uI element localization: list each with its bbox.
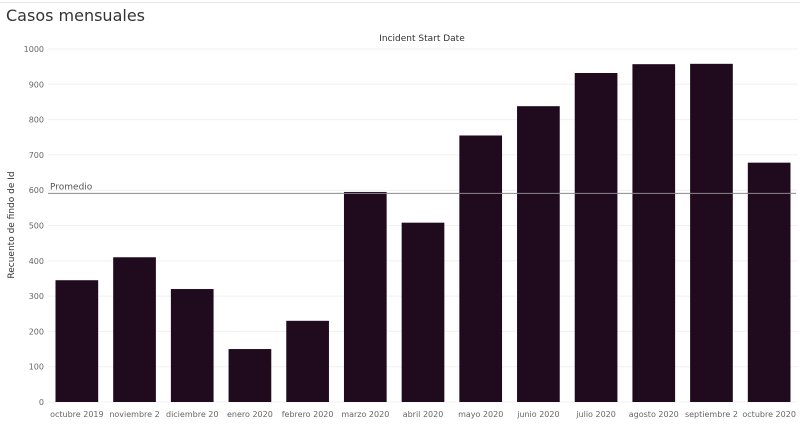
bar <box>632 64 676 402</box>
bar <box>690 63 733 403</box>
bar <box>286 320 329 402</box>
x-tick-label: abril 2020 <box>403 410 444 419</box>
x-tick-label: marzo 2020 <box>341 410 389 419</box>
bar <box>113 257 156 402</box>
bar <box>170 289 214 402</box>
bar <box>343 191 387 402</box>
average-line-label: Promedio <box>50 182 93 192</box>
bar <box>401 222 445 402</box>
x-tick-label: agosto 2020 <box>629 410 679 419</box>
x-tick-label: enero 2020 <box>227 410 273 419</box>
x-tick-label: noviembre 2 <box>109 410 159 419</box>
y-tick-label: 300 <box>29 292 44 301</box>
y-tick-label: 500 <box>29 222 44 231</box>
y-tick-label: 100 <box>29 363 44 372</box>
x-tick-label: febrero 2020 <box>282 410 334 419</box>
y-axis-ticks: 0 100 200 300 400 500 600 700 800 900 1000 <box>24 45 44 407</box>
x-tick-label: mayo 2020 <box>458 410 503 419</box>
y-tick-label: 800 <box>29 116 44 125</box>
top-divider <box>0 2 800 3</box>
x-tick-label: diciembre 20 <box>166 410 218 419</box>
y-tick-label: 1000 <box>24 45 44 54</box>
bar <box>55 280 99 402</box>
y-axis-title: Recuento de findo de Id <box>7 171 17 278</box>
y-tick-label: 900 <box>29 80 44 89</box>
x-axis-ticks: octubre 2019 noviembre 2 diciembre 20 enero… <box>50 410 796 419</box>
x-tick-label: octubre 2020 <box>742 410 796 419</box>
bar <box>517 106 560 402</box>
y-tick-label: 400 <box>29 257 44 266</box>
x-tick-label: octubre 2019 <box>50 410 104 419</box>
y-tick-label: 700 <box>29 151 44 160</box>
y-tick-label: 0 <box>39 398 44 407</box>
bar <box>459 135 503 403</box>
bar <box>574 73 618 402</box>
bar <box>747 162 791 402</box>
y-tick-label: 600 <box>29 186 44 195</box>
bar <box>228 349 272 402</box>
x-tick-label: septiembre 2 <box>685 410 738 419</box>
chart-title: Casos mensuales <box>6 6 145 25</box>
y-tick-label: 200 <box>29 327 44 336</box>
x-tick-label: junio 2020 <box>516 410 559 419</box>
x-tick-label: julio 2020 <box>575 410 616 419</box>
bars <box>55 63 791 403</box>
reference-line: Promedio <box>48 182 796 194</box>
x-axis-title: Incident Start Date <box>379 34 465 44</box>
